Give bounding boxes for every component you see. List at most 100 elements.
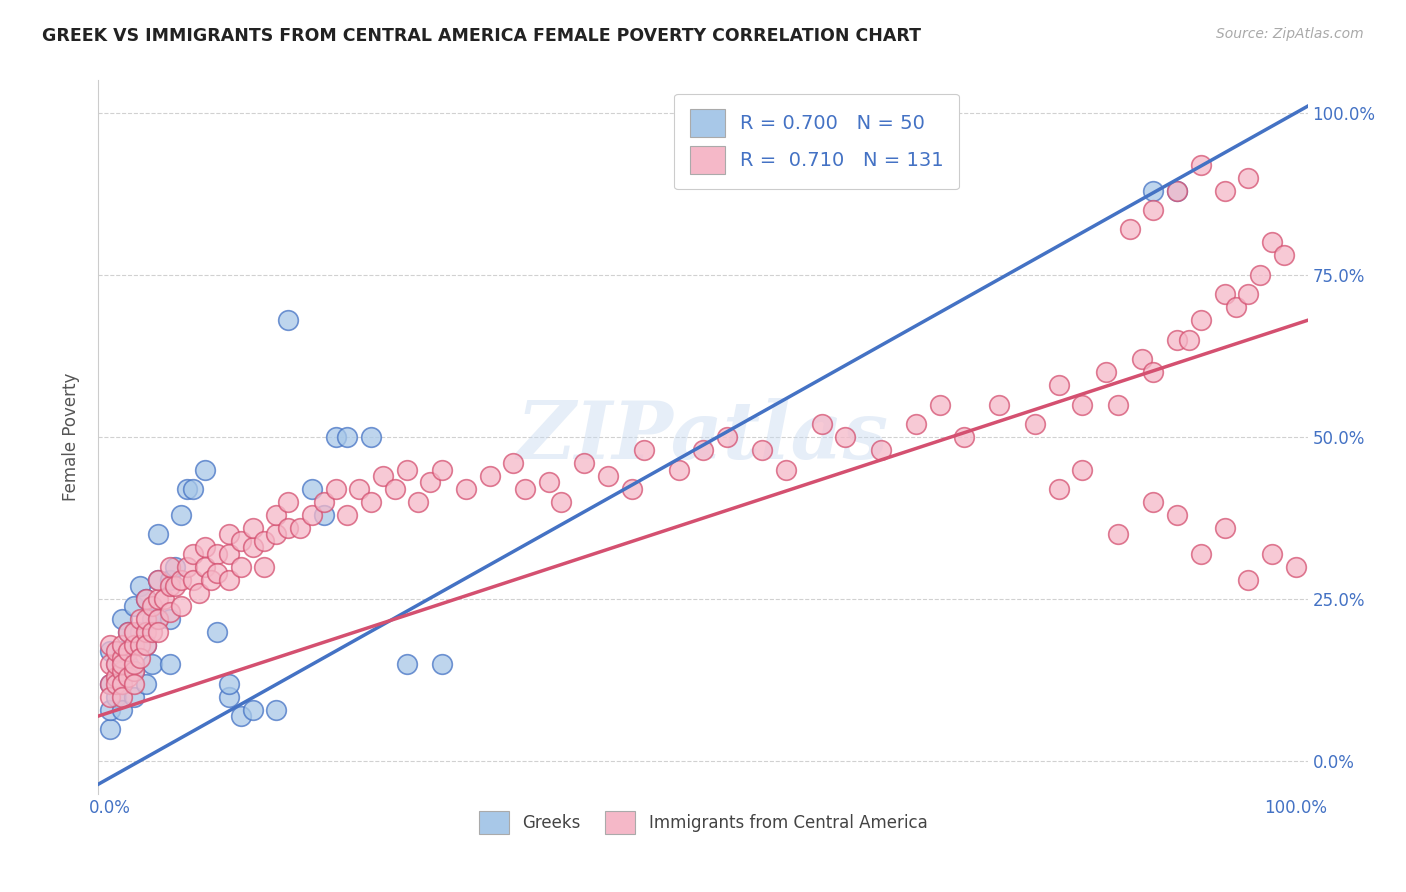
Point xyxy=(1071,462,1094,476)
Point xyxy=(905,417,928,431)
Point xyxy=(170,573,193,587)
Point xyxy=(371,469,394,483)
Point xyxy=(288,521,311,535)
Point xyxy=(98,638,121,652)
Point xyxy=(117,624,139,639)
Point xyxy=(129,650,152,665)
Point xyxy=(1166,333,1188,347)
Point xyxy=(111,676,134,690)
Text: Source: ZipAtlas.com: Source: ZipAtlas.com xyxy=(1216,27,1364,41)
Point xyxy=(869,443,891,458)
Point xyxy=(502,456,524,470)
Point xyxy=(301,508,323,522)
Point xyxy=(122,638,145,652)
Point xyxy=(111,650,134,665)
Point xyxy=(242,541,264,555)
Point xyxy=(408,495,430,509)
Point xyxy=(181,547,204,561)
Point xyxy=(277,521,299,535)
Point xyxy=(146,592,169,607)
Point xyxy=(1272,248,1295,262)
Point xyxy=(242,702,264,716)
Point xyxy=(1047,378,1070,392)
Point xyxy=(253,559,276,574)
Point xyxy=(122,676,145,690)
Point xyxy=(98,657,121,672)
Point xyxy=(98,676,121,690)
Point xyxy=(146,527,169,541)
Point xyxy=(432,462,454,476)
Point xyxy=(117,670,139,684)
Point xyxy=(1237,287,1260,301)
Point xyxy=(1166,184,1188,198)
Point xyxy=(312,508,335,522)
Point xyxy=(384,482,406,496)
Point xyxy=(194,559,217,574)
Point xyxy=(1261,547,1284,561)
Point xyxy=(170,599,193,613)
Point xyxy=(253,533,276,548)
Point xyxy=(1166,184,1188,198)
Point xyxy=(181,482,204,496)
Point xyxy=(277,313,299,327)
Point xyxy=(336,508,359,522)
Point xyxy=(105,676,128,690)
Point xyxy=(122,664,145,678)
Point xyxy=(1142,495,1164,509)
Point xyxy=(135,612,157,626)
Point xyxy=(181,573,204,587)
Point xyxy=(229,559,252,574)
Point xyxy=(146,612,169,626)
Point xyxy=(218,527,240,541)
Point xyxy=(146,573,169,587)
Point xyxy=(176,482,198,496)
Point xyxy=(146,573,169,587)
Point xyxy=(135,638,157,652)
Point xyxy=(98,644,121,658)
Point xyxy=(129,579,152,593)
Point xyxy=(668,462,690,476)
Point xyxy=(395,657,418,672)
Point xyxy=(1024,417,1046,431)
Point xyxy=(1130,352,1153,367)
Point xyxy=(1166,508,1188,522)
Point xyxy=(218,676,240,690)
Point xyxy=(146,624,169,639)
Point xyxy=(105,690,128,704)
Point xyxy=(122,657,145,672)
Point xyxy=(1107,398,1129,412)
Point xyxy=(1142,184,1164,198)
Point xyxy=(218,690,240,704)
Point xyxy=(135,592,157,607)
Point xyxy=(633,443,655,458)
Point xyxy=(1142,202,1164,217)
Point xyxy=(550,495,572,509)
Point xyxy=(229,709,252,723)
Point xyxy=(775,462,797,476)
Point xyxy=(141,624,163,639)
Point xyxy=(952,430,974,444)
Point xyxy=(1213,287,1236,301)
Point xyxy=(929,398,952,412)
Point xyxy=(111,690,134,704)
Text: ZIPatlas: ZIPatlas xyxy=(517,399,889,475)
Point xyxy=(117,657,139,672)
Point xyxy=(122,690,145,704)
Point xyxy=(117,644,139,658)
Point xyxy=(810,417,832,431)
Point xyxy=(111,657,134,672)
Point xyxy=(159,573,181,587)
Point xyxy=(598,469,620,483)
Point xyxy=(129,624,152,639)
Point xyxy=(135,638,157,652)
Point xyxy=(988,398,1011,412)
Point xyxy=(117,624,139,639)
Point xyxy=(129,638,152,652)
Point xyxy=(141,657,163,672)
Point xyxy=(1119,222,1142,236)
Point xyxy=(264,508,287,522)
Point xyxy=(152,592,174,607)
Point xyxy=(111,702,134,716)
Point xyxy=(277,495,299,509)
Point xyxy=(325,482,347,496)
